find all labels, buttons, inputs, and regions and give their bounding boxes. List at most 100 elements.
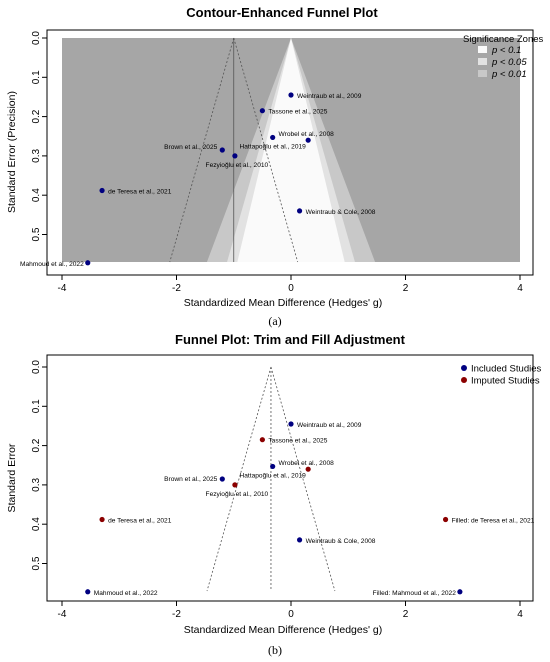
data-point — [270, 134, 276, 141]
data-point — [457, 589, 463, 595]
legend-label-p01: p < 0.01 — [491, 69, 527, 80]
x-axis-label: Standardized Mean Difference (Hedges' g) — [184, 297, 383, 309]
x-axis-ticks: -4 -2 0 2 4 — [58, 601, 523, 620]
data-point-label: Hattapoğlu et al., 2019 — [240, 143, 307, 150]
data-point — [232, 153, 238, 159]
funnel-left-line — [206, 366, 272, 592]
legend: Included Studies Imputed Studies — [461, 364, 541, 387]
legend-swatch-p10 — [478, 46, 487, 53]
data-point — [288, 421, 294, 427]
legend-marker-imputed — [461, 377, 467, 383]
x-tick-label: -2 — [172, 609, 181, 620]
x-tick-label: 4 — [517, 609, 523, 620]
funnel-left-line — [169, 37, 235, 263]
data-point-label: Brown et al., 2025 — [164, 144, 217, 151]
funnel-right-line — [233, 37, 299, 263]
data-point-label: Brown et al., 2025 — [164, 476, 217, 483]
data-point-label: Weintraub & Cole, 2008 — [306, 538, 376, 545]
data-point-label: Mahmoud et al., 2022 — [20, 261, 84, 268]
chart-title: Funnel Plot: Trim and Fill Adjustment — [175, 332, 406, 347]
x-tick-label: 2 — [403, 609, 409, 620]
y-tick-label: 0.2 — [31, 109, 42, 123]
funnel-lines — [169, 37, 299, 263]
y-tick-label: 0.3 — [31, 478, 42, 492]
x-tick-label: 4 — [517, 283, 523, 294]
funnel-right-line — [270, 366, 336, 592]
x-tick-label: 2 — [403, 283, 409, 294]
y-tick-label: 0.5 — [31, 556, 42, 570]
y-tick-label: 0.0 — [31, 31, 42, 45]
y-axis-label: Standard Error (Precision) — [6, 91, 18, 213]
data-point — [442, 516, 449, 523]
trim-and-fill-plot: Funnel Plot: Trim and Fill Adjustment -4… — [6, 332, 541, 657]
data-point — [296, 208, 303, 214]
data-point — [99, 516, 105, 523]
data-point — [259, 108, 265, 114]
study-points: Weintraub et al., 2009 Hattapoğlu et al.,… — [85, 421, 535, 597]
legend-marker-included — [461, 365, 467, 371]
data-point — [288, 92, 294, 98]
data-point — [296, 537, 303, 543]
chart-title: Contour-Enhanced Funnel Plot — [186, 5, 378, 20]
legend-label-included: Included Studies — [471, 364, 541, 375]
y-axis-ticks: 0.0 0.1 0.2 0.3 0.4 0.5 — [31, 360, 47, 570]
y-tick-label: 0.5 — [31, 227, 42, 241]
data-point — [219, 147, 225, 153]
panel-tag: (a) — [268, 314, 281, 328]
data-point-label: de Teresa et al., 2021 — [108, 517, 172, 524]
data-point — [99, 187, 105, 194]
data-point-label: Filled: Mahmoud et al., 2022 — [373, 590, 457, 597]
x-tick-label: 0 — [288, 283, 294, 294]
data-point-label: Weintraub & Cole, 2008 — [306, 209, 376, 216]
data-point-label: de Teresa et al., 2021 — [108, 188, 172, 195]
legend-label-p10: p < 0.1 — [491, 45, 521, 56]
plot-frame — [46, 29, 534, 276]
legend-swatch-p05 — [478, 58, 487, 65]
funnel-lines — [206, 366, 336, 592]
x-tick-label: 0 — [288, 609, 294, 620]
legend-swatch-p01 — [478, 70, 487, 77]
data-point-label: Weintraub et al., 2009 — [297, 93, 362, 100]
data-point-label: Fezyioğlu et al., 2010 — [206, 491, 269, 498]
data-point — [85, 589, 91, 595]
data-point-label: Fezyioğlu et al., 2010 — [206, 162, 269, 169]
y-tick-label: 0.4 — [31, 188, 42, 202]
data-point — [305, 137, 311, 143]
data-point — [270, 463, 276, 470]
x-tick-label: -4 — [58, 283, 67, 294]
legend-label-imputed: Imputed Studies — [471, 376, 540, 387]
data-point — [259, 437, 265, 443]
data-point — [219, 476, 225, 482]
y-axis-label: Standard Error — [6, 443, 18, 512]
y-tick-label: 0.2 — [31, 438, 42, 452]
y-tick-label: 0.0 — [31, 360, 42, 374]
y-tick-label: 0.3 — [31, 149, 42, 163]
data-point-label: Wrobel et al., 2008 — [279, 131, 335, 138]
y-axis-ticks: 0.0 0.1 0.2 0.3 0.4 0.5 — [31, 31, 47, 241]
data-point — [232, 482, 238, 488]
data-point-label: Mahmoud et al., 2022 — [94, 590, 158, 597]
data-point-label: Weintraub et al., 2009 — [297, 422, 362, 429]
data-point-label: Wrobel et al., 2008 — [279, 460, 335, 467]
data-point — [85, 260, 91, 266]
legend-label-p05: p < 0.05 — [491, 57, 527, 68]
y-tick-label: 0.1 — [31, 70, 42, 84]
study-points: Weintraub et al., 2009 Tassone et al., 20… — [20, 92, 376, 268]
data-point-label: Hattapoğlu et al., 2019 — [240, 472, 307, 479]
data-point-label: Filled: de Teresa et al., 2021 — [452, 517, 535, 524]
legend: Significance Zones p < 0.1 p < 0.05 p < … — [463, 34, 544, 80]
plot-frame — [46, 354, 534, 602]
contour-funnel-plot: Contour-Enhanced Funnel Plot -4 -2 0 2 4 0.0… — [6, 5, 544, 328]
zone-p10 — [237, 38, 345, 262]
y-tick-label: 0.1 — [31, 399, 42, 413]
data-point-label: Tassone et al., 2025 — [268, 438, 327, 445]
x-axis-ticks: -4 -2 0 2 4 — [58, 275, 523, 294]
data-point — [305, 466, 311, 472]
data-point-label: Tassone et al., 2025 — [268, 109, 327, 116]
significance-zones — [62, 38, 520, 262]
panel-tag: (b) — [268, 643, 282, 657]
y-tick-label: 0.4 — [31, 517, 42, 531]
x-tick-label: -4 — [58, 609, 67, 620]
x-tick-label: -2 — [172, 283, 181, 294]
